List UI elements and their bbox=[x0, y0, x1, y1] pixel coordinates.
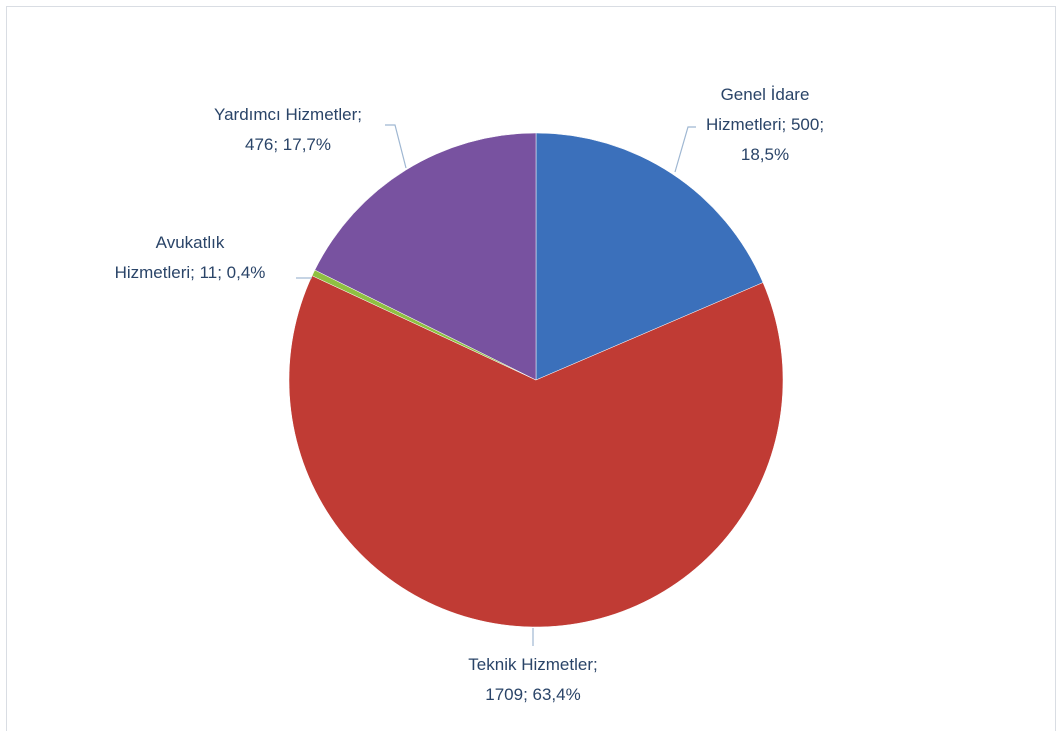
data-label: Genel İdare Hizmetleri; 500; 18,5% bbox=[705, 85, 825, 164]
slices bbox=[288, 132, 784, 628]
data-label: Teknik Hizmetler; 1709; 63,4% bbox=[468, 655, 598, 704]
pie-slice bbox=[314, 132, 537, 381]
pie-slice bbox=[288, 275, 784, 628]
data-label: Avukatlık Hizmetleri; 11; 0,4% bbox=[114, 233, 266, 282]
leader-line bbox=[674, 126, 696, 173]
leader-lines bbox=[296, 124, 696, 646]
data-label: Yardımcı Hizmetler; 476; 17,7% bbox=[214, 105, 362, 154]
leader-line bbox=[385, 124, 407, 169]
pie-slice bbox=[535, 132, 764, 381]
chart-frame bbox=[6, 6, 1056, 731]
